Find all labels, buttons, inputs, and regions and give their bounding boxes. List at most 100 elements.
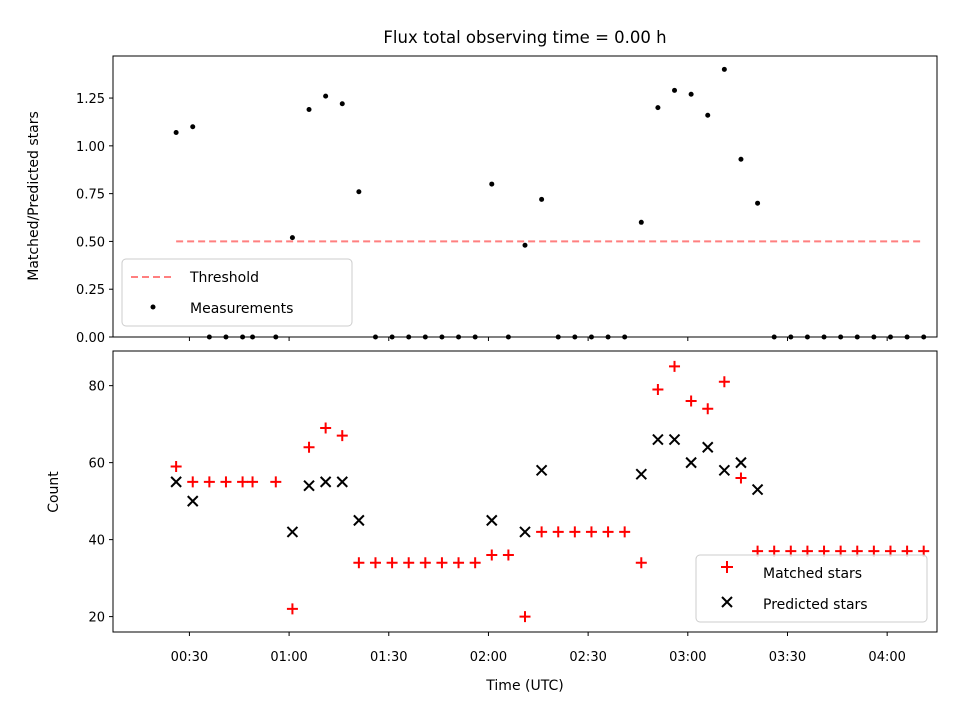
measurement-point (638, 219, 644, 225)
measurement-point (489, 181, 495, 187)
predicted-star-point (319, 476, 332, 488)
matched-star-point (552, 526, 564, 538)
measurements-legend-marker (150, 304, 156, 310)
matched-star-point (469, 557, 481, 569)
measurement-point (323, 93, 329, 99)
matched-star-point (685, 395, 697, 407)
ratio-legend-box (121, 258, 353, 327)
predicted-star-point (718, 464, 731, 477)
predicted-star-point (286, 526, 299, 538)
matched-star-point (602, 526, 614, 538)
chart-title: Flux total observing time = 0.00 h (383, 28, 666, 47)
x-tick-label: 00:30 (171, 650, 208, 665)
measurement-point (356, 189, 362, 195)
ratio-y-tick-label: 1.00 (76, 140, 105, 155)
matched-star-point (220, 476, 232, 488)
matched-star-point (635, 557, 647, 569)
matched-star-point (569, 526, 581, 538)
measurement-point (705, 112, 711, 118)
count-y-tick-label: 20 (88, 611, 105, 626)
predicted-star-point (187, 495, 199, 507)
measurement-point (655, 105, 661, 111)
predicted-star-point (751, 483, 764, 496)
x-tick-label: 02:30 (569, 650, 606, 665)
matched-star-point (403, 557, 415, 569)
x-tick-label: 04:00 (868, 650, 905, 665)
matched-star-point (320, 422, 332, 434)
x-tick-label: 01:00 (270, 650, 307, 665)
predicted-star-point (303, 480, 315, 492)
predicted-star-point (486, 514, 498, 527)
matched-star-point (652, 383, 664, 395)
matched-star-point (585, 526, 597, 538)
time-x-axis-label: Time (UTC) (485, 678, 563, 694)
x-tick-label: 01:30 (370, 650, 407, 665)
count-plot-frame (112, 350, 938, 633)
measurement-point (522, 242, 528, 248)
ratio-y-axis-label: Matched/Predicted stars (26, 111, 42, 281)
measurement-point (721, 66, 727, 72)
measurements-legend-label: Measurements (190, 301, 293, 317)
predicted-star-point (702, 441, 714, 453)
matched-star-point (436, 557, 448, 569)
matched-star-point (286, 603, 298, 615)
count-y-tick-label: 80 (88, 380, 105, 395)
matched-star-point (519, 611, 531, 623)
predicted-star-point (685, 456, 697, 469)
predicted-star-point (635, 468, 647, 480)
matched-star-point (486, 549, 498, 561)
measurement-point (539, 196, 545, 202)
ratio-y-tick-label: 0.75 (76, 188, 105, 203)
matched-star-point (702, 403, 714, 415)
predicted-star-point (668, 433, 681, 446)
x-tick-label: 03:00 (669, 650, 706, 665)
predicted-star-point (535, 464, 548, 477)
predicted-star-point (735, 456, 747, 469)
predicted-star-point (336, 476, 348, 488)
count-ticks: 00:30 01:00 01:30 02:00 02:30 03:00 03:30 04:00… (88, 380, 905, 665)
measurement-point (688, 91, 694, 97)
ratio-y-tick-label: 1.25 (76, 92, 105, 107)
matched-star-point (536, 526, 548, 538)
x-tick-label: 03:30 (769, 650, 806, 665)
matched-star-point (270, 476, 282, 488)
predicted-star-point (353, 514, 365, 527)
predicted-legend-label: Predicted stars (763, 597, 868, 613)
matched-star-point (369, 557, 381, 569)
count-legend: Matched stars Predicted stars (695, 554, 928, 623)
matched-star-point (669, 360, 681, 372)
threshold-legend-label: Threshold (189, 270, 259, 286)
count-marks (170, 360, 930, 623)
measurement-point (755, 200, 761, 206)
matched-star-point (187, 476, 199, 488)
count-legend-box (695, 554, 928, 623)
measurement-point (306, 107, 312, 113)
ratio-y-tick-label: 0.50 (76, 235, 105, 250)
matched-star-point (419, 557, 431, 569)
matched-star-point (203, 476, 215, 488)
predicted-legend-marker (721, 596, 733, 608)
matched-star-point (453, 557, 465, 569)
measurement-point (672, 87, 678, 93)
matched-star-point (718, 376, 730, 388)
measurement-point (738, 156, 744, 162)
matched-star-point (619, 526, 631, 538)
matched-star-point (303, 441, 315, 453)
measurement-point (190, 124, 196, 130)
matched-legend-marker (721, 561, 733, 573)
matched-star-point (735, 472, 747, 484)
predicted-star-point (170, 476, 182, 488)
measurement-point (339, 101, 345, 107)
matched-star-point (170, 460, 182, 472)
ratio-y-tick-label: 0.00 (76, 331, 105, 346)
matched-star-point (247, 476, 259, 488)
predicted-star-point (652, 433, 664, 446)
matched-legend-label: Matched stars (763, 566, 862, 582)
matched-star-point (502, 549, 514, 561)
matched-star-point (353, 557, 365, 569)
count-y-tick-label: 60 (88, 457, 105, 472)
ratio-ticks: 0.00 0.25 0.50 0.75 1.00 1.25 (76, 92, 888, 346)
matched-star-point (237, 476, 249, 488)
predicted-star-point (519, 526, 531, 538)
